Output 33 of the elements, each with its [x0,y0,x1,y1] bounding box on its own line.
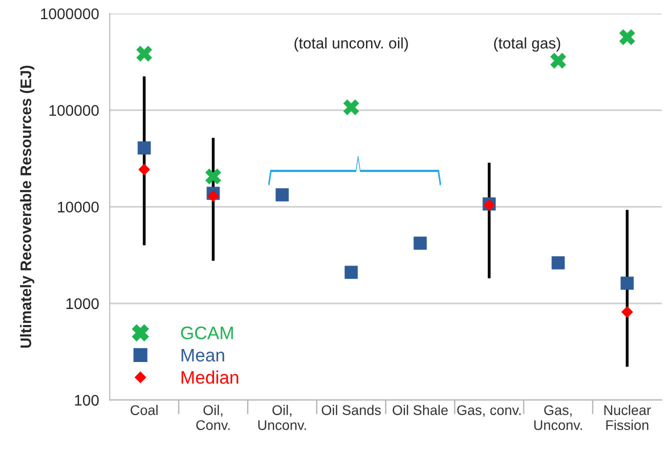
legend-label: GCAM [181,326,233,340]
point [136,46,152,62]
point [344,266,358,279]
point [276,188,289,202]
point [552,256,565,270]
legend-label: Mean [182,348,224,362]
point [205,168,222,184]
point [343,99,360,116]
x-tick-label: Oil Shale [392,404,448,416]
y-tick-label: 1000000 [41,8,99,20]
point [619,29,636,46]
x-tick-label: Gas, Unconv. [534,405,582,430]
x-tick-label: Oil Sands [322,404,381,416]
point [207,190,219,202]
x-tick-label: Oil, Unconv. [258,404,306,430]
legend-label: Median [182,370,238,384]
point [138,164,150,176]
point [414,236,427,250]
x-tick-label: Gas, conv. [457,405,521,417]
point [138,141,151,154]
y-axis-title: Ultimately Recoverable Resources (EJ) [20,66,34,348]
x-tick-label: Nuclear Fission [604,404,651,430]
y-tick-label: 100 [74,394,99,406]
annotation: (total unconv. oil) [294,37,408,52]
x-tick-label: Oil, Conv. [196,404,230,430]
y-tick-label: 100000 [50,105,99,116]
annotation: (total gas) [494,37,560,52]
y-tick-label: 1000 [66,298,99,310]
y-tick-label: 10000 [58,202,99,212]
x-tick-label: Coal [130,404,158,416]
point [620,276,634,290]
point [550,52,566,69]
point [621,306,633,318]
